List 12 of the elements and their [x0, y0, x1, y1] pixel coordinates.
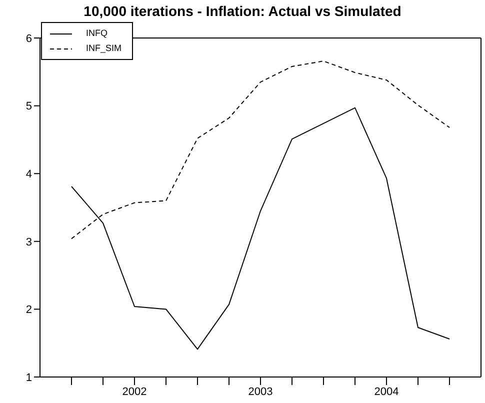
x-tick-label: 2002	[122, 386, 147, 398]
chart-title: 10,000 iterations - Inflation: Actual vs Simulated	[82, 3, 402, 21]
x-tick-label: 2003	[248, 386, 273, 398]
y-tick-label: 3	[26, 236, 32, 248]
y-tick-label: 1	[26, 372, 32, 384]
x-tick-label: 2004	[374, 386, 399, 398]
y-tick-label: 4	[26, 168, 32, 181]
legend-label: INF_SIM	[86, 42, 122, 55]
y-tick-label: 5	[26, 100, 32, 113]
y-tick-label: 2	[26, 304, 32, 316]
legend-label: INFQ	[86, 27, 108, 40]
y-tick-label: 6	[26, 32, 32, 45]
